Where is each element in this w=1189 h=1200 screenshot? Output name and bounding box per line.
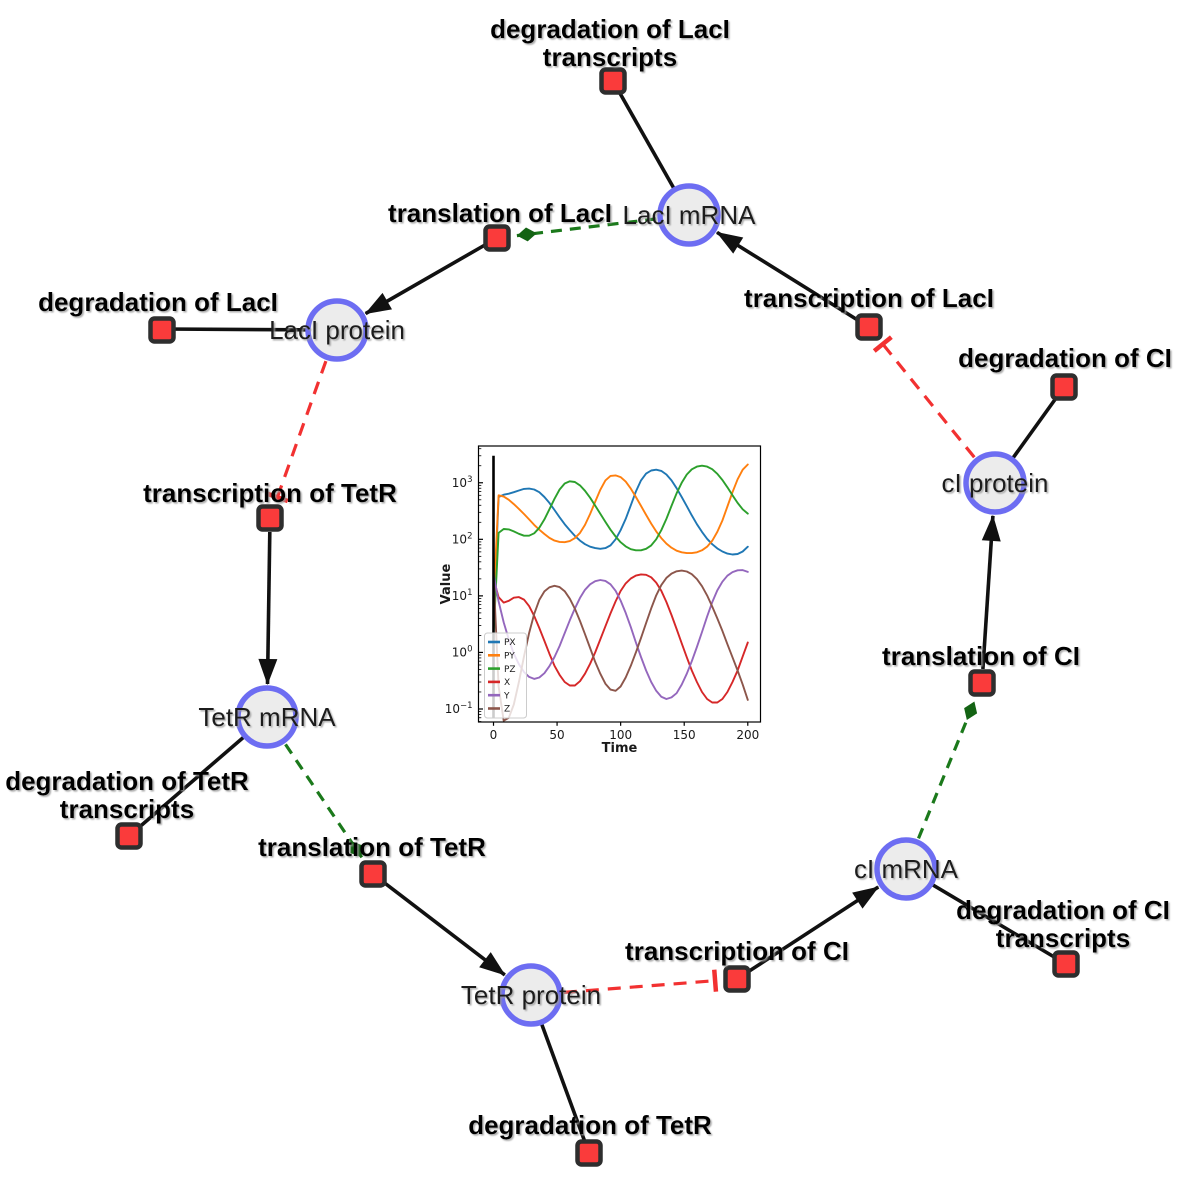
x-tick-label: 200 <box>736 728 759 742</box>
series-PZ <box>492 464 749 637</box>
reaction-node-degradation-of-ci-transcripts[interactable] <box>1052 950 1080 978</box>
reaction-node-translation-of-ci[interactable] <box>968 669 996 697</box>
plot-border <box>477 445 762 723</box>
species-node-tetr-protein[interactable] <box>499 963 563 1027</box>
edge-laci-mrna-catalyzes-translation-of-laci <box>516 217 657 242</box>
reaction-label-degradation-of-tetr: degradation of TetR <box>468 1110 712 1140</box>
y-tick-label: 103 <box>452 475 473 490</box>
series-Y <box>492 569 749 700</box>
legend-label-Y: Y <box>503 691 510 701</box>
species-label-tetr-protein: TetR protein <box>461 980 601 1010</box>
legend-label-PX: PX <box>504 638 516 648</box>
reaction-node-degradation-of-ci[interactable] <box>1050 373 1078 401</box>
y-tick-label: 10−1 <box>445 701 473 716</box>
species-node-laci-mrna[interactable] <box>657 183 721 247</box>
edge-translation-of-tetr-to-tetr-protein <box>382 881 506 977</box>
y-tick-label: 102 <box>452 531 473 546</box>
reaction-node-transcription-of-ci[interactable] <box>723 965 751 993</box>
y-axis-label: Value <box>439 563 454 604</box>
reaction-label-transcription-of-ci: transcription of CI <box>625 936 849 966</box>
reaction-node-transcription-of-tetr[interactable] <box>256 504 284 532</box>
y-tick-label: 101 <box>452 588 473 603</box>
reaction-label-degradation-of-tetr-transcripts-line1: degradation of TetR <box>5 766 249 796</box>
edge-transcription-of-laci-to-laci-mrna <box>716 230 858 322</box>
reaction-label-degradation-of-ci: degradation of CI <box>958 343 1172 373</box>
species-label-laci-mrna: LacI mRNA <box>623 200 757 230</box>
reaction-label-transcription-of-laci: transcription of LacI <box>744 283 994 313</box>
edge-laci-protein-inhibits-transcription-of-tetr <box>266 360 328 504</box>
x-tick-label: 100 <box>609 728 632 742</box>
legend-label-X: X <box>504 678 510 688</box>
legend-label-PZ: PZ <box>504 665 516 675</box>
species-node-ci-protein[interactable] <box>963 451 1027 515</box>
reaction-label-translation-of-laci: translation of LacI <box>388 198 612 228</box>
species-label-ci-protein: cI protein <box>942 468 1049 498</box>
reaction-node-degradation-of-tetr[interactable] <box>575 1139 603 1167</box>
reaction-label-degradation-of-laci-transcripts-line1: degradation of LacI <box>490 14 730 44</box>
reaction-node-degradation-of-tetr-transcripts[interactable] <box>115 822 143 850</box>
species-node-laci-protein[interactable] <box>305 298 369 362</box>
reaction-node-degradation-of-laci[interactable] <box>148 316 176 344</box>
x-tick-label: 0 <box>490 728 498 742</box>
series-PX <box>492 468 749 620</box>
y-tick-label: 100 <box>452 644 473 659</box>
simulation-inset-chart: 0 50 100 150 200 10−1 100 101 102 103 Time Value PX P… <box>439 445 762 756</box>
reaction-label-translation-of-ci: translation of CI <box>882 641 1080 671</box>
reaction-label-degradation-of-ci-transcripts-line2: transcripts <box>996 923 1130 953</box>
label-layer: degradation of LacI transcripts translat… <box>5 14 1172 1140</box>
series-X <box>492 573 749 704</box>
x-axis-label: Time <box>602 741 638 756</box>
edge-translation-of-ci-to-ci-protein <box>981 514 1001 670</box>
reaction-label-translation-of-tetr: translation of TetR <box>258 832 486 862</box>
species-label-tetr-mrna: TetR mRNA <box>198 702 336 732</box>
reaction-label-degradation-of-laci-transcripts-line2: transcripts <box>543 42 677 72</box>
reaction-node-translation-of-tetr[interactable] <box>359 860 387 888</box>
edge-ci-protein-inhibits-transcription-of-laci <box>872 335 976 459</box>
reaction-node-degradation-of-laci-transcripts[interactable] <box>599 67 627 95</box>
reaction-label-degradation-of-ci-transcripts-line1: degradation of CI <box>956 895 1170 925</box>
species-node-tetr-mrna[interactable] <box>235 685 299 749</box>
edge-ci-mrna-catalyzes-translation-of-ci <box>917 700 978 840</box>
x-tick-label: 50 <box>549 728 564 742</box>
edge-translation-of-laci-to-laci-protein <box>364 243 486 316</box>
series-PY <box>492 463 749 603</box>
series-Z <box>492 569 749 722</box>
node-layer <box>115 67 1080 1167</box>
legend-label-PY: PY <box>504 652 515 662</box>
edge-tetr-protein-inhibits-transcription-of-ci <box>563 969 719 994</box>
x-tick-label: 150 <box>673 728 696 742</box>
edge-transcription-of-ci-to-ci-mrna <box>747 885 880 973</box>
species-label-ci-mrna: cI mRNA <box>854 854 959 884</box>
reaction-label-degradation-of-laci: degradation of LacI <box>38 287 278 317</box>
reaction-node-transcription-of-laci[interactable] <box>855 313 883 341</box>
edge-transcription-of-tetr-to-tetr-mrna <box>258 531 278 685</box>
reaction-label-transcription-of-tetr: transcription of TetR <box>143 478 397 508</box>
species-node-ci-mrna[interactable] <box>874 837 938 901</box>
reaction-label-degradation-of-tetr-transcripts-line2: transcripts <box>60 794 194 824</box>
edge-tetr-mrna-catalyzes-translation-of-tetr <box>284 743 364 859</box>
species-label-laci-protein: LacI protein <box>269 315 405 345</box>
reaction-node-translation-of-laci[interactable] <box>483 224 511 252</box>
legend-label-Z: Z <box>504 705 510 715</box>
